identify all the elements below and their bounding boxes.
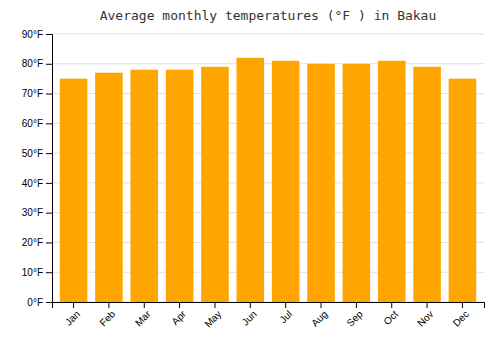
y-tick-label: 10°F: [22, 267, 43, 278]
x-tick-mark: [179, 302, 180, 308]
x-tick: Jun: [240, 302, 259, 328]
x-tick: May: [202, 302, 223, 330]
y-tick: 30°F: [22, 207, 52, 218]
y-tick-label: 90°F: [22, 29, 43, 40]
x-tick-mark: [144, 302, 145, 308]
bar: [201, 67, 229, 302]
x-tick: Jan: [63, 302, 82, 328]
y-axis: 0°F 10°F 20°F 30°F 40°F 50°F 60°F 70°F 80°F 90°F: [22, 29, 53, 308]
y-tick-label: 20°F: [22, 237, 43, 248]
x-tick-label: Jan: [63, 308, 82, 327]
x-tick: Nov: [415, 302, 435, 329]
x-tick-mark: [391, 302, 392, 308]
x-tick-label: Dec: [451, 308, 471, 328]
x-tick-label: Oct: [381, 308, 400, 327]
y-tick: 10°F: [22, 267, 52, 278]
bar: [343, 64, 371, 302]
y-tick-label: 70°F: [22, 88, 43, 99]
x-tick-label: Mar: [133, 308, 153, 328]
plot: 0°F 10°F 20°F 30°F 40°F 50°F 60°F 70°F 80°F 90°F J…: [22, 29, 485, 330]
x-tick-mark: [427, 302, 428, 308]
title: Average monthly temperatures (°F ) in Ba…: [100, 8, 437, 23]
y-tick-mark: [46, 123, 52, 124]
y-tick: 90°F: [22, 29, 52, 40]
x-tick: Oct: [381, 302, 400, 327]
y-tick: 40°F: [22, 178, 52, 189]
x-tick-mark: [285, 302, 286, 308]
y-tick-mark: [46, 64, 52, 65]
y-tick-mark: [46, 153, 52, 154]
y-tick-label: 30°F: [22, 207, 43, 218]
x-tick: Jul: [277, 302, 294, 325]
x-tick-label: Feb: [97, 308, 117, 328]
x-tick: Sep: [345, 302, 366, 329]
y-tick-label: 50°F: [22, 148, 43, 159]
grid: [52, 34, 484, 302]
y-tick: 70°F: [22, 88, 52, 99]
y-tick-label: 40°F: [22, 178, 43, 189]
x-tick-label: Nov: [415, 308, 435, 328]
x-tick-mark: [462, 302, 463, 308]
y-tick-mark: [46, 242, 52, 243]
x-tick-mark: [73, 302, 74, 308]
bar: [449, 79, 477, 302]
x-tick-mark: [214, 302, 215, 308]
chart: 0°F 10°F 20°F 30°F 40°F 50°F 60°F 70°F 80°F 90°F J…: [0, 0, 500, 350]
x-tick: Apr: [169, 302, 188, 327]
x-tick: Mar: [133, 302, 153, 328]
x-tick: Aug: [309, 302, 329, 329]
y-tick: 80°F: [22, 58, 52, 69]
y-tick-label: 60°F: [22, 118, 43, 129]
x-tick-label: Apr: [169, 308, 188, 327]
x-tick-mark: [108, 302, 109, 308]
bar: [237, 58, 265, 302]
y-tick-mark: [46, 302, 52, 303]
y-tick-mark: [46, 94, 52, 95]
x-tick: Dec: [451, 302, 471, 329]
y-tick: 60°F: [22, 118, 52, 129]
y-tick-label: 0°F: [27, 297, 43, 308]
x-tick: Feb: [97, 302, 117, 328]
bar: [272, 61, 300, 302]
bar: [307, 64, 335, 302]
grid-line: [52, 63, 484, 64]
y-tick: 20°F: [22, 237, 52, 248]
y-tick-mark: [46, 272, 52, 273]
x-axis: Jan Feb Mar Apr May Jun Jul Aug Sep Oct Nov Dec: [53, 302, 485, 330]
x-tick-mark: [356, 302, 357, 308]
y-tick: 0°F: [27, 297, 52, 308]
y-axis-line: [46, 35, 53, 303]
x-tick-mark: [321, 302, 322, 308]
bar: [166, 70, 194, 302]
y-tick-mark: [46, 183, 52, 184]
x-tick-label: Jun: [240, 308, 259, 327]
x-tick-label: Jul: [277, 308, 294, 325]
bar: [95, 73, 123, 302]
grid-line: [52, 34, 484, 35]
bar: [413, 67, 441, 302]
x-tick-label: May: [202, 308, 223, 329]
bar: [378, 61, 406, 302]
x-tick-mark: [250, 302, 251, 308]
y-tick-label: 80°F: [22, 58, 43, 69]
y-tick-mark: [46, 213, 52, 214]
x-axis-line: [53, 303, 485, 309]
bar: [130, 70, 158, 302]
y-tick-mark: [46, 34, 52, 35]
y-tick: 50°F: [22, 148, 52, 159]
x-tick-label: Aug: [309, 308, 329, 328]
bar: [60, 79, 88, 302]
x-tick-label: Sep: [345, 308, 366, 329]
bars: [60, 58, 476, 302]
